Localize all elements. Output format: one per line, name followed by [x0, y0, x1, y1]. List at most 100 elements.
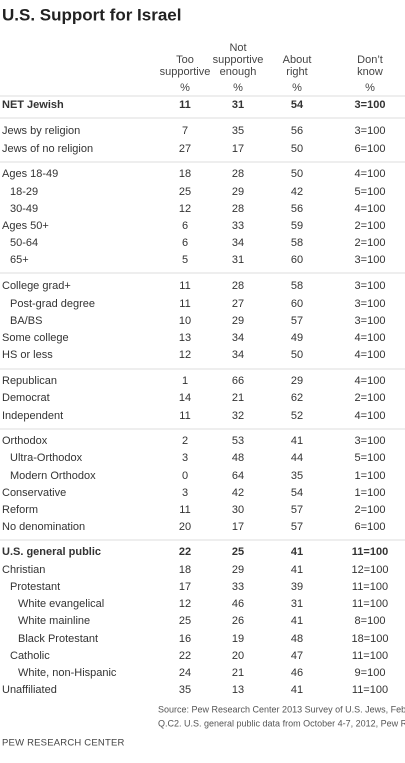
cell-value: 41 [291, 684, 303, 696]
cell-value: 25 [179, 615, 191, 627]
cell-value: 59 [291, 220, 303, 232]
cell-value: 6 [182, 220, 188, 232]
cell-value: 17 [232, 143, 244, 155]
cell-value: 66 [232, 375, 244, 387]
title: U.S. Support for Israel [2, 5, 181, 24]
cell-value: 57 [291, 315, 303, 327]
cell-value: 35 [232, 125, 244, 137]
cell-value: 6=100 [355, 521, 386, 533]
cell-value: 1=100 [355, 487, 386, 499]
cell-value: 3=100 [355, 99, 386, 111]
row-label: BA/BS [10, 315, 42, 327]
cell-value: 19 [232, 633, 244, 645]
row-label: NET Jewish [2, 99, 64, 111]
cell-value: 3=100 [355, 280, 386, 292]
cell-value: 17 [232, 521, 244, 533]
row-label: 50-64 [10, 237, 38, 249]
cell-value: 11=100 [352, 650, 388, 662]
row-label: Jews by religion [2, 125, 80, 137]
cell-value: 34 [232, 332, 244, 344]
cell-value: 18 [179, 564, 191, 576]
cell-value: 29 [291, 375, 303, 387]
cell-value: 31 [291, 598, 303, 610]
cell-value: 6=100 [355, 143, 386, 155]
row-label: Christian [2, 564, 45, 576]
cell-value: 5=100 [355, 452, 386, 464]
cell-value: 50 [291, 143, 303, 155]
cell-value: 12 [179, 203, 191, 215]
row-label: 18-29 [10, 186, 38, 198]
cell-value: 57 [291, 521, 303, 533]
cell-value: 12 [179, 598, 191, 610]
cell-value: 54 [291, 99, 304, 111]
row-label: Black Protestant [18, 633, 98, 645]
cell-value: 60 [291, 298, 303, 310]
cell-value: 33 [232, 581, 244, 593]
cell-value: 3=100 [355, 435, 386, 447]
cell-value: 42 [291, 186, 303, 198]
column-header: right [286, 66, 307, 78]
cell-value: 28 [232, 168, 244, 180]
row-label: White mainline [18, 615, 90, 627]
column-header: supportive [213, 54, 264, 66]
cell-value: 57 [291, 504, 303, 516]
cell-value: 1 [182, 375, 188, 387]
column-header: supportive [160, 66, 211, 78]
source-note: Source: Pew Research Center 2013 Survey … [158, 704, 405, 714]
cell-value: 13 [232, 684, 244, 696]
cell-value: 30 [232, 504, 244, 516]
cell-value: 56 [291, 203, 303, 215]
cell-value: 2=100 [355, 220, 386, 232]
cell-value: 5 [182, 254, 188, 266]
row-label: Jews of no religion [2, 143, 93, 155]
cell-value: 27 [179, 143, 191, 155]
row-label: Republican [2, 375, 57, 387]
row-label: Ages 50+ [2, 220, 49, 232]
cell-value: 46 [232, 598, 244, 610]
cell-value: 11 [179, 99, 191, 111]
cell-value: 20 [232, 650, 244, 662]
cell-value: 58 [291, 237, 303, 249]
source-note: Q.C2. U.S. general public data from Octo… [158, 718, 405, 728]
row-label: Orthodox [2, 435, 48, 447]
row-label: Ages 18-49 [2, 168, 58, 180]
cell-value: 28 [232, 203, 244, 215]
cell-value: 53 [232, 435, 244, 447]
cell-value: 11 [179, 410, 190, 422]
cell-value: 44 [291, 452, 303, 464]
cell-value: 4=100 [355, 332, 386, 344]
cell-value: 3=100 [355, 315, 386, 327]
cell-value: 49 [291, 332, 303, 344]
cell-value: 14 [179, 392, 191, 404]
cell-value: 50 [291, 349, 303, 361]
row-label: 65+ [10, 254, 29, 266]
cell-value: 28 [232, 280, 244, 292]
cell-value: 17 [179, 581, 191, 593]
cell-value: 29 [232, 315, 244, 327]
column-header: know [357, 66, 383, 78]
column-header: Not [229, 42, 246, 54]
cell-value: 64 [232, 470, 244, 482]
cell-value: 13 [179, 332, 191, 344]
cell-value: 21 [232, 667, 244, 679]
cell-value: 62 [291, 392, 303, 404]
cell-value: 54 [291, 487, 303, 499]
percent-label: % [292, 82, 302, 94]
row-label: Independent [2, 410, 63, 422]
row-label: Unaffiliated [2, 684, 57, 696]
row-label: White, non-Hispanic [18, 667, 117, 679]
cell-value: 29 [232, 564, 244, 576]
cell-value: 46 [291, 667, 303, 679]
cell-value: 29 [232, 186, 244, 198]
row-label: Protestant [10, 581, 60, 593]
cell-value: 22 [179, 546, 191, 558]
cell-value: 25 [232, 546, 244, 558]
row-label: Post-grad degree [10, 298, 95, 310]
cell-value: 5=100 [355, 186, 386, 198]
cell-value: 3 [182, 487, 188, 499]
cell-value: 22 [179, 650, 191, 662]
cell-value: 34 [232, 349, 244, 361]
cell-value: 24 [179, 667, 191, 679]
cell-value: 33 [232, 220, 244, 232]
row-label: Modern Orthodox [10, 470, 96, 482]
